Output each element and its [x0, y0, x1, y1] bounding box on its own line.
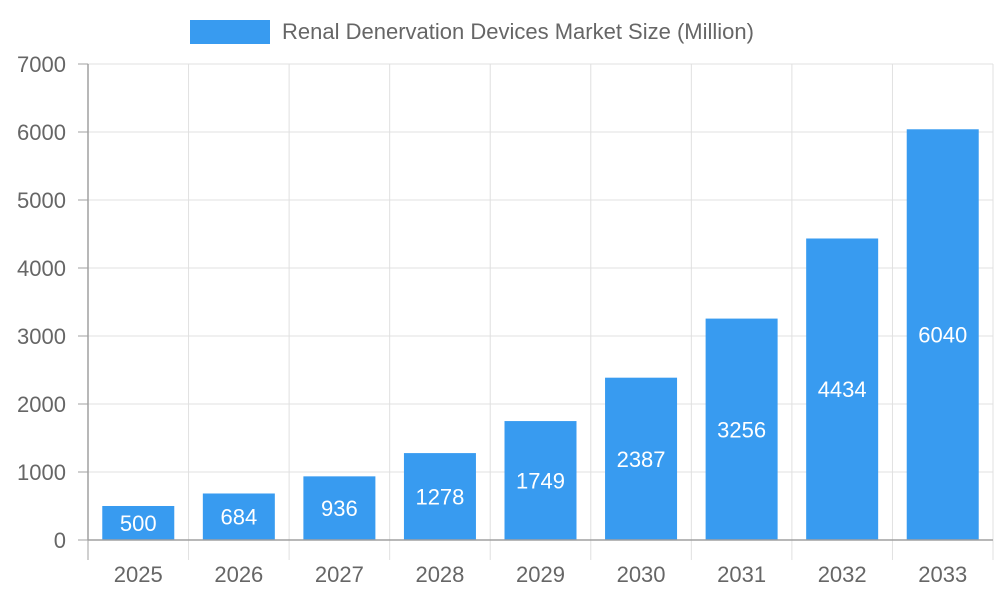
y-tick-label: 6000	[17, 120, 66, 145]
x-tick-label: 2029	[516, 562, 565, 587]
x-tick-label: 2027	[315, 562, 364, 587]
x-tick-label: 2032	[818, 562, 867, 587]
bar	[906, 129, 979, 540]
data-label: 3256	[717, 417, 766, 442]
x-tick-label: 2026	[214, 562, 263, 587]
y-tick-label: 7000	[17, 52, 66, 77]
bar	[806, 238, 879, 540]
y-tick-label: 1000	[17, 460, 66, 485]
bar	[303, 476, 376, 540]
x-tick-label: 2031	[717, 562, 766, 587]
legend-label: Renal Denervation Devices Market Size (M…	[282, 19, 754, 44]
bar	[202, 493, 275, 540]
bar	[504, 421, 577, 540]
bar	[403, 453, 476, 540]
bar	[102, 506, 175, 540]
legend[interactable]: Renal Denervation Devices Market Size (M…	[190, 19, 754, 44]
x-tick-label: 2030	[617, 562, 666, 587]
data-label: 936	[321, 496, 358, 521]
x-tick-label: 2033	[918, 562, 967, 587]
bar	[605, 377, 678, 540]
x-tick-label: 2028	[415, 562, 464, 587]
data-label: 1278	[415, 485, 464, 510]
data-label: 1749	[516, 469, 565, 494]
axes: 0 1000 2000 3000 4000 5000 6000 7000 2025 2026 202…	[17, 52, 994, 587]
x-tick-label: 2025	[114, 562, 163, 587]
data-label: 2387	[617, 447, 666, 472]
bar	[705, 318, 778, 540]
y-tick-label: 4000	[17, 256, 66, 281]
y-tick-label: 0	[54, 528, 66, 553]
y-tick-label: 5000	[17, 188, 66, 213]
bars: 500 684 936 1278 1749 2387 3256 4434 6040	[102, 129, 979, 540]
y-tick-label: 2000	[17, 392, 66, 417]
y-tick-label: 3000	[17, 324, 66, 349]
legend-swatch	[190, 20, 270, 44]
data-label: 4434	[818, 377, 867, 402]
data-label: 684	[220, 505, 257, 530]
data-label: 6040	[918, 323, 967, 348]
data-label: 500	[120, 511, 157, 536]
grid	[88, 63, 994, 540]
